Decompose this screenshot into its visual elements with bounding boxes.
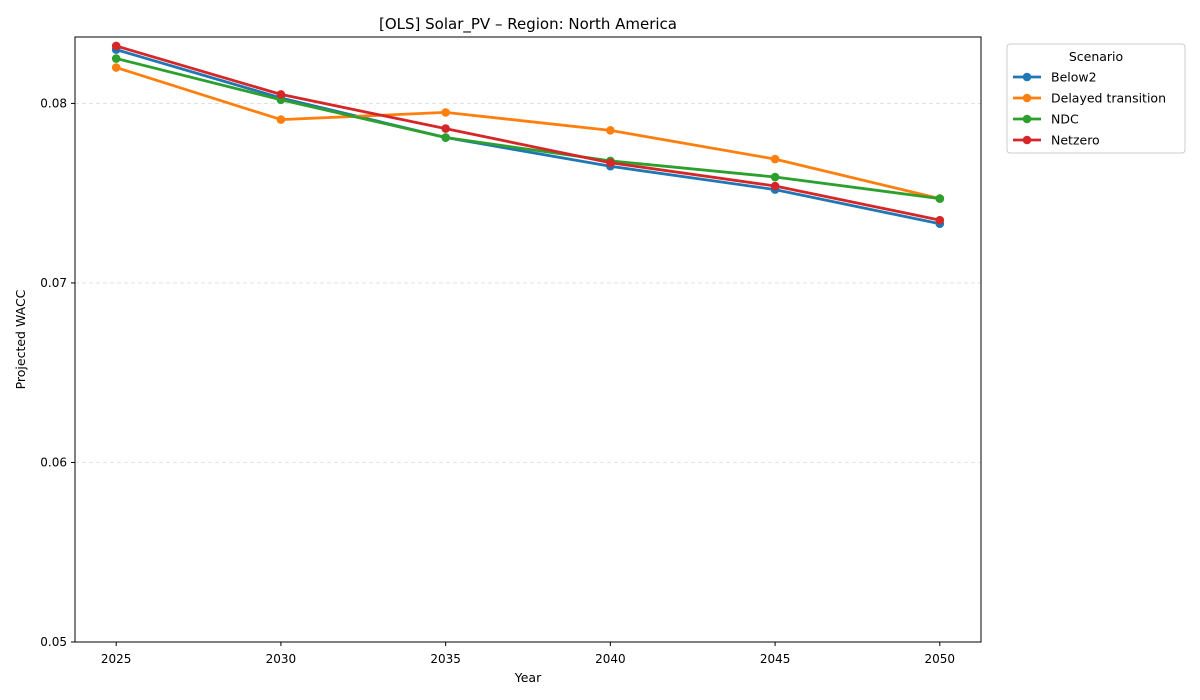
legend-item: Delayed transition <box>1013 91 1166 106</box>
legend-label: Netzero <box>1051 133 1100 148</box>
legend-marker <box>1022 135 1032 145</box>
data-point <box>276 115 286 124</box>
legend-box <box>1006 43 1186 154</box>
legend-marker <box>1022 114 1032 124</box>
x-tick-label: 2040 <box>595 652 626 666</box>
x-tick-label: 2050 <box>925 652 956 666</box>
legend-label: Delayed transition <box>1051 91 1166 106</box>
legend-title: Scenario <box>1069 49 1123 64</box>
data-point <box>606 126 615 135</box>
y-tick-label: 0.06 <box>40 455 67 469</box>
x-tick-label: 2045 <box>760 652 791 666</box>
legend-label: Below2 <box>1051 70 1097 85</box>
x-tick-label: 2030 <box>266 652 297 666</box>
y-axis-label: Projected WACC <box>13 289 28 389</box>
data-point <box>111 41 121 51</box>
legend-item: Netzero <box>1013 133 1100 148</box>
y-tick-label: 0.08 <box>40 96 67 110</box>
series-lines <box>111 41 945 229</box>
data-point <box>606 158 615 167</box>
data-point <box>770 172 780 182</box>
legend-item: NDC <box>1013 112 1079 127</box>
legend: Scenario Below2 Delayed transition NDC Netz… <box>1006 43 1186 154</box>
legend-items: Below2 Delayed transition NDC Netzero <box>1013 70 1166 148</box>
data-point <box>770 181 780 191</box>
series-line-ndc <box>115 57 940 200</box>
plot-frame <box>74 36 982 643</box>
legend-marker <box>1022 93 1032 103</box>
data-point <box>441 108 450 117</box>
data-point <box>111 63 121 72</box>
data-point <box>770 154 780 164</box>
data-point <box>441 124 450 133</box>
series-line-below2 <box>115 48 941 226</box>
data-point <box>441 133 450 142</box>
x-tick-label: 2025 <box>101 652 132 666</box>
axis-ticks: 0.05 0.06 0.07 0.08 2025 2030 2035 2040 2045 2050 <box>40 96 955 666</box>
y-tick-label: 0.05 <box>40 635 67 649</box>
x-tick-label: 2035 <box>430 652 461 666</box>
chart-title: [OLS] Solar_PV – Region: North America <box>379 15 677 34</box>
data-point <box>276 90 286 99</box>
data-point <box>111 54 121 63</box>
legend-item: Below2 <box>1013 70 1097 85</box>
series-line-netzero <box>115 44 941 222</box>
data-point <box>935 215 945 225</box>
x-axis-label: Year <box>514 670 542 685</box>
series-line-delayed-transition <box>115 66 941 200</box>
legend-marker <box>1022 72 1032 82</box>
legend-label: NDC <box>1051 112 1079 127</box>
y-tick-label: 0.07 <box>40 276 67 290</box>
data-point <box>935 194 945 203</box>
